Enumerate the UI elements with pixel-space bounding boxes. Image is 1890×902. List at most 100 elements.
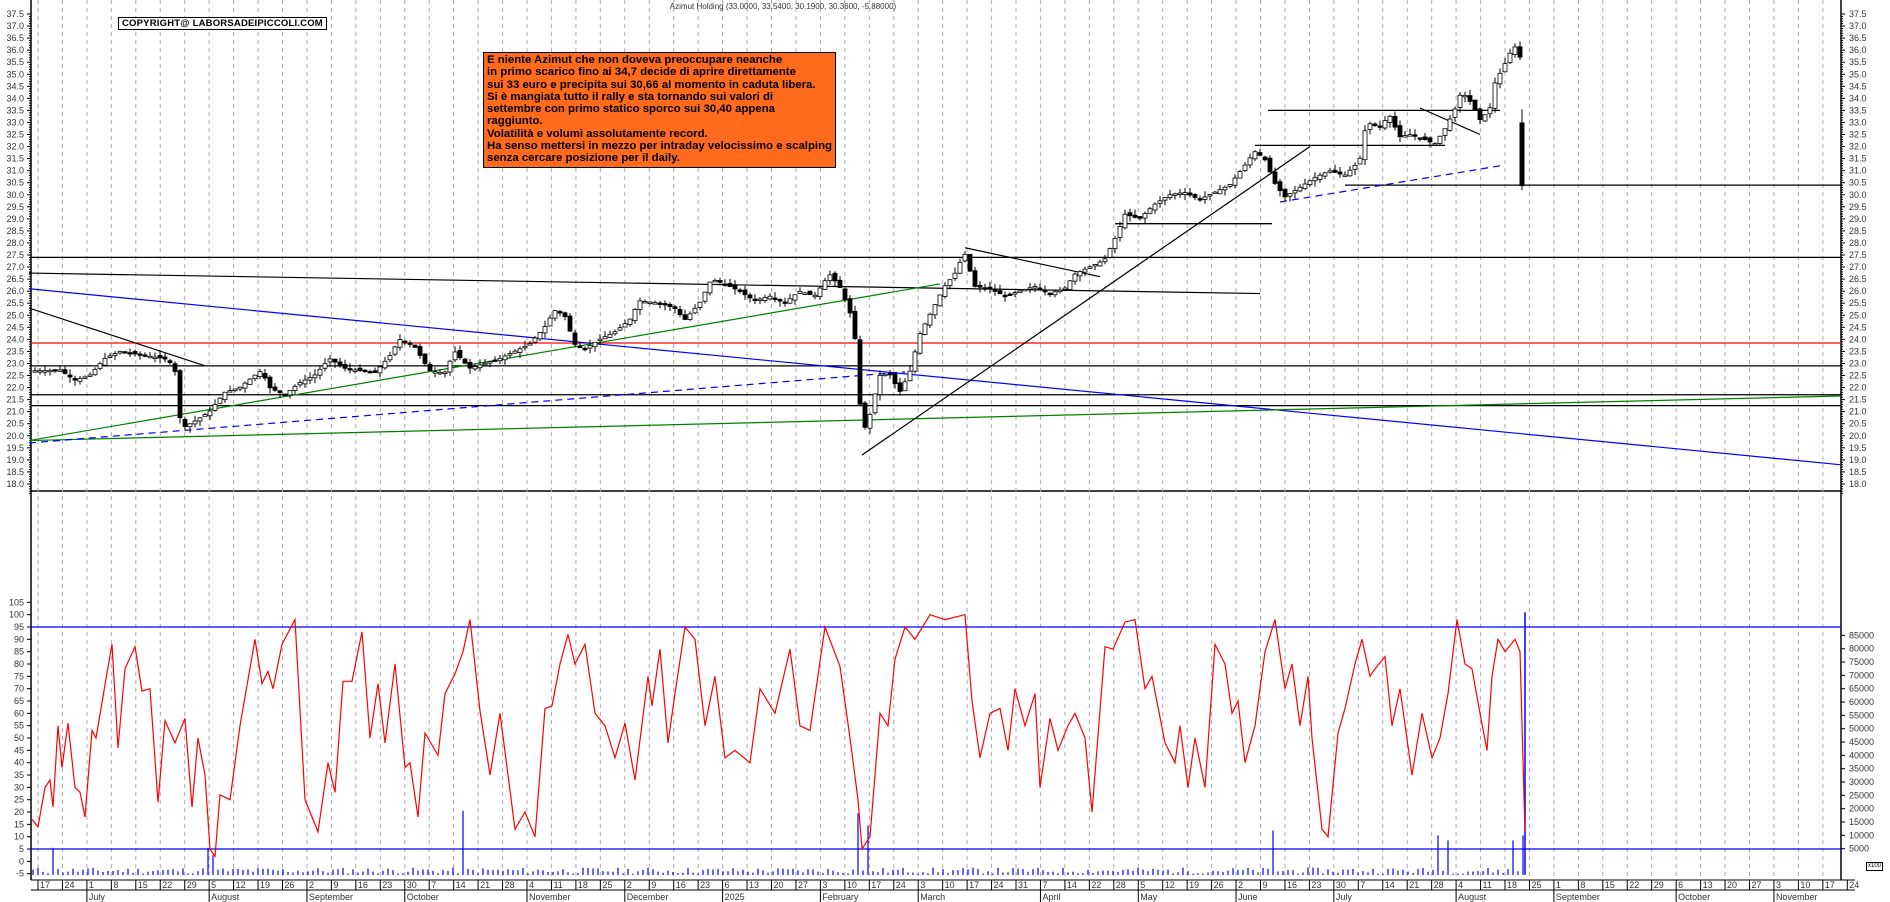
svg-text:9: 9	[651, 880, 656, 890]
svg-text:33.0: 33.0	[6, 117, 24, 127]
svg-text:26.5: 26.5	[6, 274, 24, 284]
svg-text:32.0: 32.0	[6, 142, 24, 152]
svg-text:12: 12	[1165, 880, 1175, 890]
oscillator-line	[31, 613, 1526, 859]
svg-text:6: 6	[1678, 880, 1683, 890]
svg-text:15: 15	[1605, 880, 1615, 890]
svg-text:23: 23	[700, 880, 710, 890]
svg-text:24: 24	[994, 880, 1004, 890]
trendlines	[28, 107, 1841, 466]
svg-text:1: 1	[89, 880, 94, 890]
svg-text:2: 2	[309, 880, 314, 890]
svg-text:5: 5	[19, 844, 24, 854]
svg-text:35000: 35000	[1849, 764, 1874, 774]
svg-text:20: 20	[1727, 880, 1737, 890]
svg-text:37.0: 37.0	[6, 21, 24, 31]
svg-text:19: 19	[1189, 880, 1199, 890]
svg-text:18.0: 18.0	[1849, 479, 1867, 489]
svg-text:20: 20	[774, 880, 784, 890]
date-axis: 17 24 1 8 15 22 29 5 12 19 26 2 9 16 23 30 7 14 21 28 4 11 18 2…	[31, 879, 1859, 902]
svg-text:36.0: 36.0	[6, 45, 24, 55]
svg-text:25.0: 25.0	[6, 310, 24, 320]
svg-text:13: 13	[1703, 880, 1713, 890]
svg-text:August: August	[211, 892, 240, 902]
svg-text:11: 11	[1483, 880, 1492, 890]
analysis-comment-box: E niente Azimut che non doveva preoccupa…	[483, 52, 836, 168]
svg-text:10: 10	[945, 880, 955, 890]
svg-text:30000: 30000	[1849, 777, 1874, 787]
svg-text:31.5: 31.5	[1849, 154, 1867, 164]
svg-text:8: 8	[1580, 880, 1585, 890]
svg-text:10000: 10000	[1849, 830, 1874, 840]
svg-text:18: 18	[1507, 880, 1517, 890]
svg-text:18.5: 18.5	[6, 467, 24, 477]
svg-text:10: 10	[1800, 880, 1810, 890]
svg-text:February: February	[822, 892, 859, 902]
svg-text:31.5: 31.5	[6, 154, 24, 164]
svg-text:21.5: 21.5	[1849, 395, 1867, 405]
svg-text:25: 25	[14, 795, 24, 805]
svg-text:25.5: 25.5	[6, 298, 24, 308]
svg-text:17: 17	[40, 880, 50, 890]
volume-unit-label: x100	[1866, 862, 1884, 871]
svg-text:30.0: 30.0	[6, 190, 24, 200]
svg-text:37.5: 37.5	[1849, 9, 1867, 19]
svg-text:75: 75	[14, 671, 24, 681]
svg-text:26.5: 26.5	[1849, 274, 1867, 284]
svg-text:35: 35	[14, 770, 24, 780]
svg-text:45000: 45000	[1849, 737, 1874, 747]
svg-text:21.0: 21.0	[1849, 407, 1867, 417]
svg-text:1: 1	[1556, 880, 1561, 890]
svg-text:29: 29	[1654, 880, 1664, 890]
volume-axis-right: 5000 10000 15000 20000 25000 30000 35000 40000 4…	[1841, 630, 1874, 854]
svg-text:29: 29	[187, 880, 197, 890]
svg-text:24.0: 24.0	[1849, 334, 1867, 344]
svg-text:15: 15	[138, 880, 148, 890]
svg-text:65000: 65000	[1849, 684, 1874, 694]
svg-text:32.5: 32.5	[1849, 130, 1867, 140]
svg-text:35.0: 35.0	[6, 69, 24, 79]
svg-text:27.0: 27.0	[6, 262, 24, 272]
svg-text:-5: -5	[16, 869, 24, 879]
svg-text:13: 13	[749, 880, 759, 890]
svg-text:26.0: 26.0	[1849, 286, 1867, 296]
svg-text:5: 5	[1140, 880, 1145, 890]
svg-text:31.0: 31.0	[1849, 166, 1867, 176]
svg-text:33.5: 33.5	[6, 105, 24, 115]
svg-text:23.0: 23.0	[1849, 358, 1867, 368]
svg-text:28.5: 28.5	[1849, 226, 1867, 236]
copyright-badge: COPYRIGHT@ LABORSADEIPICCOLI.COM	[118, 17, 327, 30]
svg-text:34.5: 34.5	[1849, 81, 1867, 91]
svg-text:29.0: 29.0	[6, 214, 24, 224]
svg-text:July: July	[89, 892, 106, 902]
svg-text:23: 23	[1311, 880, 1321, 890]
svg-text:23.5: 23.5	[6, 346, 24, 356]
svg-text:32.5: 32.5	[6, 130, 24, 140]
svg-text:28: 28	[1116, 880, 1126, 890]
svg-text:18: 18	[578, 880, 588, 890]
svg-text:21: 21	[1409, 880, 1419, 890]
svg-text:August: August	[1458, 892, 1487, 902]
svg-text:9: 9	[1263, 880, 1268, 890]
svg-text:10: 10	[847, 880, 857, 890]
svg-text:5000: 5000	[1849, 844, 1869, 854]
svg-text:85000: 85000	[1849, 630, 1874, 640]
svg-text:75000: 75000	[1849, 657, 1874, 667]
svg-text:34.5: 34.5	[6, 81, 24, 91]
svg-text:20000: 20000	[1849, 804, 1874, 814]
svg-text:7: 7	[1042, 880, 1047, 890]
price-candles	[32, 41, 1525, 434]
svg-text:36.5: 36.5	[1849, 33, 1867, 43]
svg-text:20.0: 20.0	[6, 431, 24, 441]
svg-text:December: December	[627, 892, 669, 902]
svg-text:10: 10	[14, 832, 24, 842]
svg-text:September: September	[309, 892, 353, 902]
svg-text:35.5: 35.5	[1849, 57, 1867, 67]
svg-text:23.0: 23.0	[6, 358, 24, 368]
svg-text:31: 31	[1018, 880, 1028, 890]
svg-text:30: 30	[407, 880, 417, 890]
svg-text:22: 22	[162, 880, 172, 890]
svg-text:20.5: 20.5	[6, 419, 24, 429]
svg-text:30.5: 30.5	[1849, 178, 1867, 188]
svg-text:24: 24	[896, 880, 906, 890]
